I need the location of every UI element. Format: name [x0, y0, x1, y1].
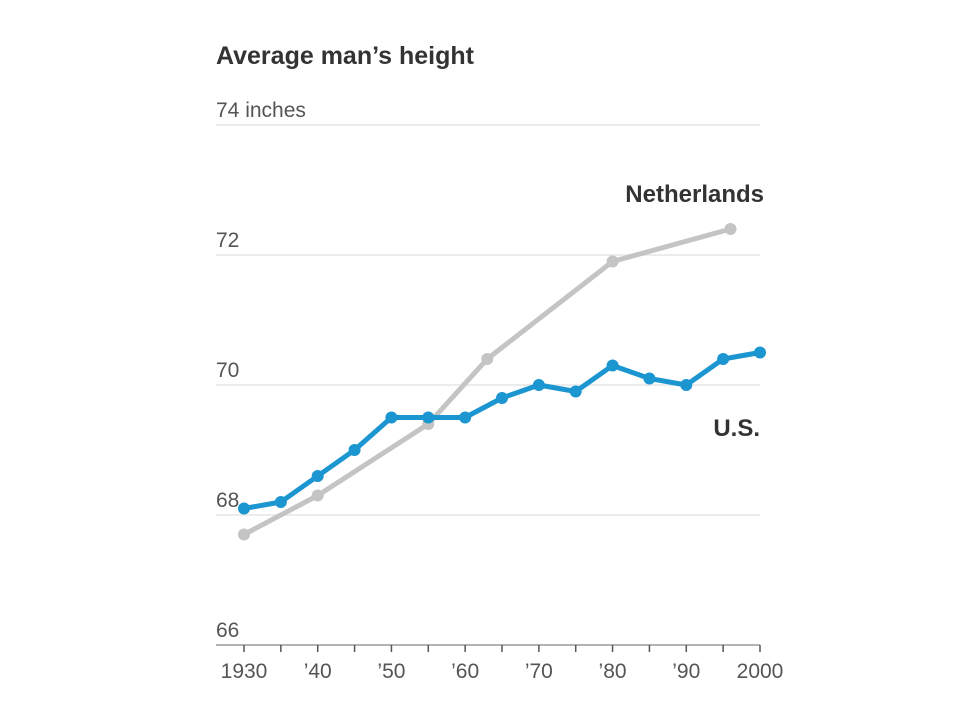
data-point [724, 223, 737, 235]
data-point [311, 489, 324, 502]
y-tick-label: 70 [216, 359, 239, 382]
x-tick-label: ’70 [525, 660, 553, 683]
data-point [459, 411, 472, 424]
chart-title: Average man’s height [216, 42, 475, 70]
x-tick-label: ’80 [599, 660, 627, 683]
data-point [422, 411, 435, 424]
series-label: U.S. [713, 415, 760, 442]
data-point [717, 353, 730, 365]
x-tick-label: 2000 [737, 660, 784, 683]
data-point [311, 470, 324, 482]
data-point [238, 528, 250, 541]
x-tick-label: ’40 [304, 660, 332, 683]
x-tick-label: ’90 [672, 660, 700, 683]
data-point [481, 353, 494, 365]
series-label: Netherlands [625, 181, 764, 208]
data-point [496, 392, 508, 404]
data-point [569, 385, 582, 398]
x-axis: 1930 ’40 ’50 ’60 ’70 ’80 ’90 2000 [221, 645, 784, 683]
data-point [606, 255, 619, 268]
y-tick-label: 72 [216, 229, 239, 252]
series-u-s [238, 346, 766, 515]
data-point [385, 411, 398, 424]
y-tick-label: 66 [216, 619, 239, 642]
series-group [238, 223, 766, 541]
data-point [680, 379, 693, 391]
series-line [241, 350, 763, 511]
series-line [241, 226, 734, 537]
x-tick-label: ’50 [377, 660, 405, 683]
y-tick-label: 68 [216, 489, 239, 512]
x-tick-label: ’60 [451, 660, 479, 683]
series-netherlands [238, 223, 737, 541]
y-axis-ticks: 74 inches 72 70 68 66 [216, 99, 306, 642]
grid [216, 124, 760, 646]
data-point [274, 496, 287, 508]
x-tick-label: 1930 [221, 660, 268, 683]
series-labels: Netherlands U.S. [625, 181, 764, 442]
y-tick-label: 74 inches [216, 99, 306, 122]
data-point [238, 502, 250, 515]
data-point [532, 379, 545, 391]
data-point [643, 372, 656, 385]
data-point [606, 359, 619, 372]
data-point [754, 346, 766, 359]
data-point [348, 444, 361, 456]
